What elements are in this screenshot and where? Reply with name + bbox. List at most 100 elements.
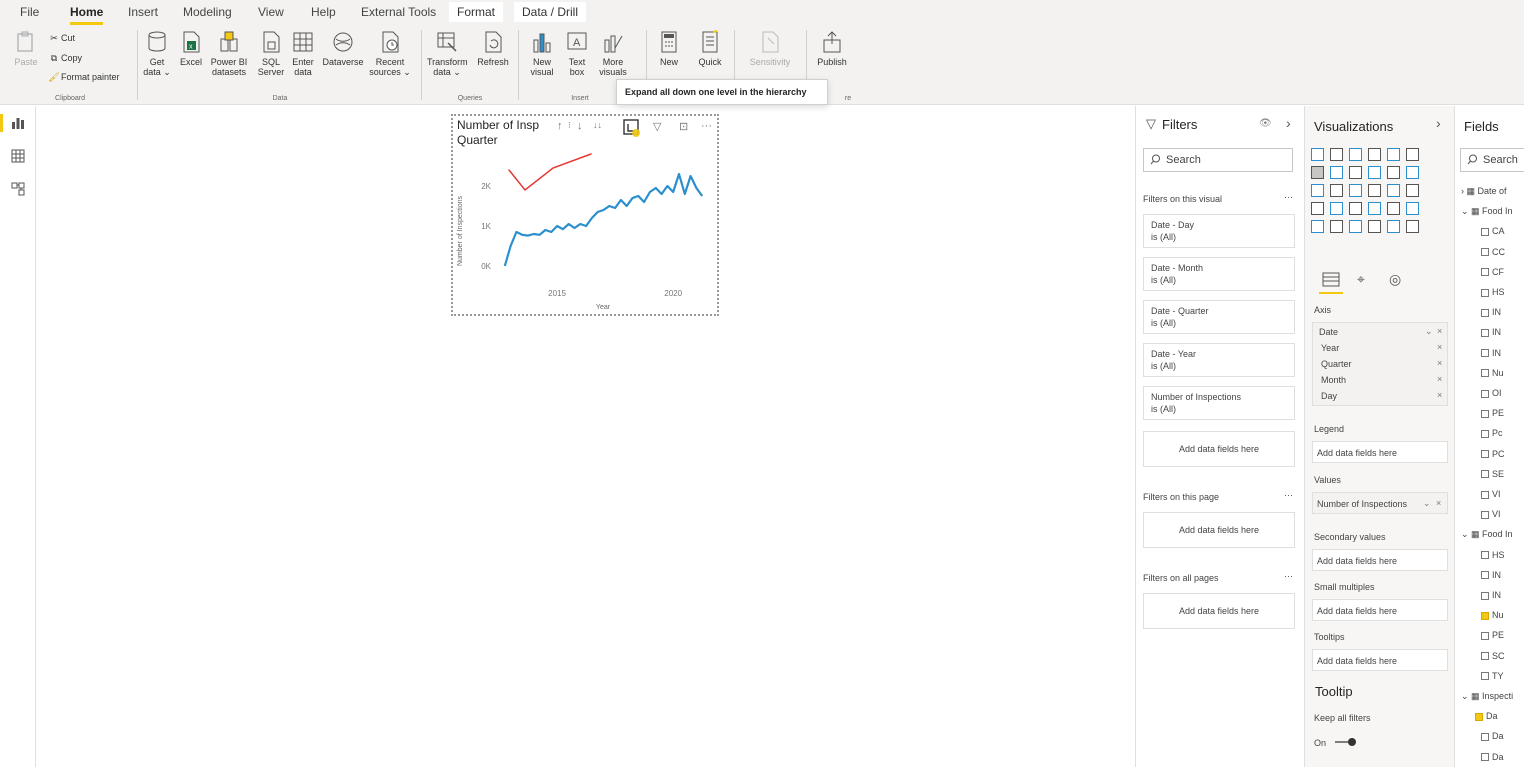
visual-type-icon[interactable]	[1406, 220, 1419, 233]
visual-type-icon[interactable]	[1368, 184, 1381, 197]
visual-type-icon[interactable]	[1349, 184, 1362, 197]
menu-home[interactable]: Home	[70, 5, 104, 25]
power-bi-datasets-button[interactable]: Power BI datasets	[210, 30, 248, 77]
tooltips-dropzone[interactable]: Add data fields here	[1312, 649, 1448, 671]
values-well[interactable]: Number of Inspections ⌄ ×	[1312, 492, 1448, 514]
field-item[interactable]: OI	[1461, 388, 1524, 398]
visual-type-icon[interactable]	[1406, 184, 1419, 197]
copy-button[interactable]: ⧉ Copy	[47, 53, 82, 64]
enter-data-button[interactable]: Enter data	[289, 30, 317, 77]
analytics-tab-icon[interactable]: ◎	[1389, 271, 1402, 287]
eye-icon[interactable]: 👁	[1259, 118, 1272, 129]
filter-card-date-day[interactable]: Date - Day is (All)	[1143, 214, 1295, 248]
sql-server-button[interactable]: SQL Server	[255, 30, 287, 77]
field-item[interactable]: CC	[1461, 247, 1524, 257]
field-item[interactable]: Da	[1461, 752, 1524, 762]
text-box-button[interactable]: A Text box	[562, 30, 592, 77]
visual-type-icon[interactable]	[1387, 184, 1400, 197]
add-report-filter-dropzone[interactable]: Add data fields here	[1143, 593, 1295, 629]
more-visuals-button[interactable]: More visuals	[598, 30, 628, 77]
field-item[interactable]: PE	[1461, 630, 1524, 640]
visual-type-icon[interactable]	[1406, 148, 1419, 161]
visual-type-icon[interactable]	[1406, 202, 1419, 215]
drill-mode-icon[interactable]: ⁝	[568, 120, 571, 130]
visual-type-icon[interactable]	[1387, 202, 1400, 215]
cut-button[interactable]: ✂ Cut	[47, 33, 75, 44]
menu-format[interactable]: Format	[449, 2, 504, 22]
visual-type-icon[interactable]	[1387, 166, 1400, 179]
visual-type-icon[interactable]	[1368, 220, 1381, 233]
transform-data-button[interactable]: Transform data ⌄	[427, 30, 468, 77]
visual-type-icon[interactable]	[1349, 166, 1362, 179]
menu-modeling[interactable]: Modeling	[183, 5, 232, 19]
field-item[interactable]: SE	[1461, 469, 1524, 479]
next-level-icon[interactable]: ↓↓	[593, 120, 602, 130]
axis-level-day-remove-icon[interactable]: ×	[1437, 390, 1443, 400]
refresh-button[interactable]: Refresh	[474, 30, 512, 67]
visual-type-icon[interactable]	[1311, 202, 1324, 215]
field-item[interactable]: IN	[1461, 590, 1524, 600]
drill-down-icon[interactable]: ↓	[577, 120, 583, 132]
visual-type-icon[interactable]	[1349, 220, 1362, 233]
legend-well-dropzone[interactable]: Add data fields here	[1312, 441, 1448, 463]
visual-type-icon[interactable]	[1311, 220, 1324, 233]
get-data-button[interactable]: Get data ⌄	[141, 30, 173, 77]
expand-all-down-icon[interactable]	[622, 118, 642, 138]
menu-data-drill[interactable]: Data / Drill	[514, 2, 587, 22]
field-item[interactable]: SC	[1461, 651, 1524, 661]
field-item[interactable]: VI	[1461, 489, 1524, 499]
data-view-icon[interactable]	[11, 149, 25, 163]
field-item[interactable]: IN	[1461, 307, 1524, 317]
field-table[interactable]: ⌄ ▦ Inspecti	[1461, 691, 1524, 702]
visual-type-icon[interactable]	[1368, 166, 1381, 179]
publish-button[interactable]: Publish	[814, 30, 850, 67]
field-item[interactable]: VI	[1461, 509, 1524, 519]
field-table[interactable]: › ▦ Date of	[1461, 186, 1524, 197]
visual-type-icon[interactable]	[1387, 220, 1400, 233]
menu-help[interactable]: Help	[311, 5, 336, 19]
filters-visual-more-icon[interactable]: ···	[1284, 192, 1293, 202]
field-item[interactable]: IN	[1461, 327, 1524, 337]
filter-card-date-quarter[interactable]: Date - Quarter is (All)	[1143, 300, 1295, 334]
field-item[interactable]: CA	[1461, 226, 1524, 236]
field-table[interactable]: ⌄ ▦ Food In	[1461, 529, 1524, 540]
field-item[interactable]: PE	[1461, 408, 1524, 418]
drill-up-icon[interactable]: ↑	[557, 120, 563, 132]
fields-tab-icon[interactable]	[1322, 272, 1340, 288]
field-item[interactable]: Da	[1461, 711, 1524, 721]
visual-type-icon[interactable]	[1330, 148, 1343, 161]
visual-type-icon[interactable]	[1330, 220, 1343, 233]
line-chart-visual[interactable]: Number of Insp Quarter ↑ ⁝ ↓ ↓↓ ▽ ⊡ ··· …	[451, 114, 719, 316]
filters-search-input[interactable]: Search	[1143, 148, 1293, 172]
collapse-filters-icon[interactable]: ›	[1286, 115, 1291, 131]
values-field-remove-icon[interactable]: ×	[1436, 498, 1442, 508]
visual-type-icon[interactable]	[1406, 166, 1419, 179]
field-item[interactable]: IN	[1461, 570, 1524, 580]
field-item[interactable]: IN	[1461, 348, 1524, 358]
filter-icon[interactable]: ▽	[653, 121, 662, 133]
sensitivity-button[interactable]: Sensitivity	[745, 30, 795, 67]
filters-all-pages-more-icon[interactable]: ···	[1284, 571, 1293, 581]
visual-type-icon[interactable]	[1311, 148, 1324, 161]
field-item[interactable]: HS	[1461, 287, 1524, 297]
filter-card-date-month[interactable]: Date - Month is (All)	[1143, 257, 1295, 291]
menu-insert[interactable]: Insert	[128, 5, 159, 19]
axis-level-quarter-remove-icon[interactable]: ×	[1437, 358, 1443, 368]
field-item[interactable]: TY	[1461, 671, 1524, 681]
new-measure-button[interactable]: New	[654, 30, 684, 67]
axis-level-year-remove-icon[interactable]: ×	[1437, 342, 1443, 352]
visual-type-icon[interactable]	[1368, 148, 1381, 161]
field-item[interactable]: HS	[1461, 550, 1524, 560]
new-visual-button[interactable]: New visual	[526, 30, 558, 77]
visual-type-icon[interactable]	[1311, 166, 1324, 179]
field-item[interactable]: Da	[1461, 731, 1524, 741]
filter-card-number-of-inspections[interactable]: Number of Inspections is (All)	[1143, 386, 1295, 420]
report-view-icon[interactable]	[11, 116, 25, 130]
format-painter-button[interactable]: 🖌Format painter	[47, 72, 119, 83]
focus-mode-icon[interactable]: ⊡	[679, 121, 689, 133]
menu-view[interactable]: View	[258, 5, 284, 19]
recent-sources-button[interactable]: Recent sources ⌄	[368, 30, 412, 77]
menu-file[interactable]: File	[20, 5, 40, 19]
axis-well[interactable]: Date ⌄ × Year × Quarter × Month × Day ×	[1312, 322, 1448, 406]
dataverse-button[interactable]: Dataverse	[321, 30, 365, 67]
